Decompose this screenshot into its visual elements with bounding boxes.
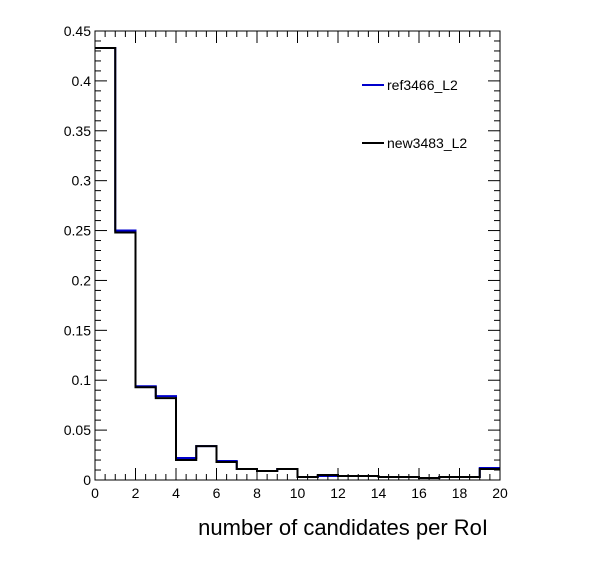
y-tick-label: 0.4 [72,73,92,89]
x-tick-label: 6 [213,485,221,501]
x-tick-label: 2 [132,485,140,501]
x-tick-label: 12 [330,485,346,501]
y-tick-label: 0.1 [72,372,92,388]
axis-ticks [94,30,501,481]
x-tick-label: 20 [492,485,508,501]
x-tick-label: 10 [290,485,306,501]
y-tick-label: 0.05 [64,422,91,438]
y-tick-label: 0.45 [64,23,91,39]
y-tick-label: 0.35 [64,123,91,139]
x-tick-label: 16 [411,485,427,501]
x-tick-label: 4 [172,485,180,501]
legend: ref3466_L2 new3483_L2 [362,77,467,151]
x-tick-label: 0 [91,485,99,501]
legend-label: new3483_L2 [387,135,467,151]
y-tick-labels: 0 0.05 0.1 0.15 0.2 0.25 0.3 0.35 0.4 0.45 [64,23,91,488]
x-tick-label: 14 [371,485,387,501]
y-tick-label: 0.25 [64,223,91,239]
y-tick-label: 0.15 [64,322,91,338]
x-tick-label: 8 [253,485,261,501]
x-tick-labels: 0 2 4 6 8 10 12 14 16 18 20 [91,485,508,501]
y-tick-label: 0.3 [72,173,92,189]
y-tick-label: 0 [83,472,91,488]
x-tick-label: 18 [452,485,468,501]
x-axis-title: number of candidates per RoI [198,515,488,540]
y-tick-label: 0.2 [72,272,92,288]
legend-label: ref3466_L2 [387,77,458,93]
